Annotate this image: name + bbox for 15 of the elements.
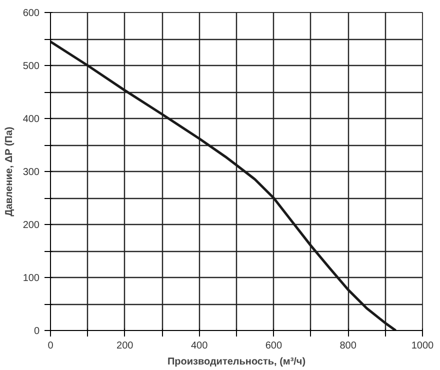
y-tick-label: 500 <box>22 61 40 72</box>
x-tick-label: 0 <box>48 340 54 352</box>
x-tick-label: 200 <box>116 340 134 352</box>
x-tick-label: 600 <box>265 340 282 352</box>
y-tick-label: 600 <box>22 8 40 19</box>
x-axis-title: Производительность, (м³/ч) <box>167 356 306 368</box>
x-tick-label: 1000 <box>411 340 434 352</box>
x-tick-label: 400 <box>190 340 208 352</box>
x-tick-label: 800 <box>340 340 357 352</box>
y-tick-label: 200 <box>22 220 40 231</box>
y-tick-label: 400 <box>22 114 40 125</box>
y-tick-label: 300 <box>22 167 40 178</box>
y-axis-title: Давление, ΔP (Па) <box>4 126 15 216</box>
y-tick-label: 0 <box>34 326 40 337</box>
y-tick-label: 100 <box>22 273 40 284</box>
